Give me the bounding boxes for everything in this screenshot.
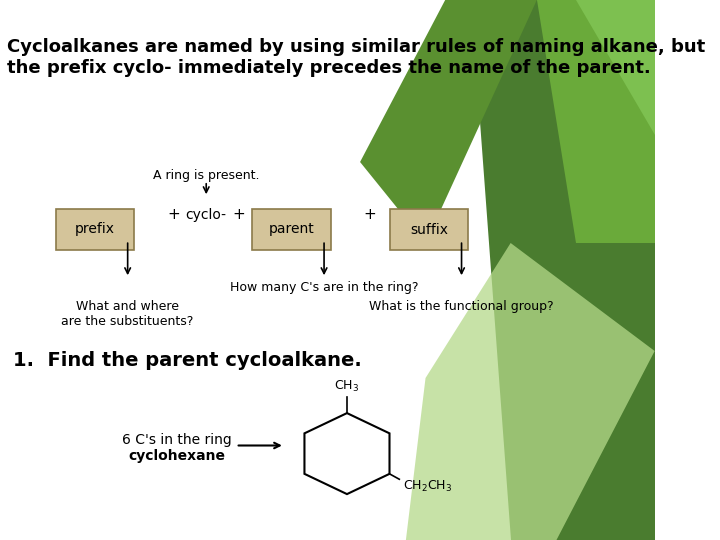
Text: +: + (167, 207, 180, 222)
Text: CH$_3$: CH$_3$ (334, 379, 359, 394)
Polygon shape (360, 0, 537, 243)
Text: +: + (364, 207, 377, 222)
Text: cyclohexane: cyclohexane (128, 449, 225, 463)
Text: What and where
are the substituents?: What and where are the substituents? (61, 300, 194, 328)
Text: prefix: prefix (75, 222, 115, 237)
Text: 1.  Find the parent cycloalkane.: 1. Find the parent cycloalkane. (13, 351, 362, 370)
Text: cyclo-: cyclo- (186, 208, 227, 222)
Polygon shape (537, 0, 654, 243)
FancyBboxPatch shape (252, 210, 330, 249)
FancyBboxPatch shape (55, 210, 134, 249)
Polygon shape (305, 413, 390, 494)
Text: Cycloalkanes are named by using similar rules of naming alkane, but the prefix c: Cycloalkanes are named by using similar … (6, 38, 705, 77)
Text: parent: parent (269, 222, 314, 237)
Polygon shape (406, 243, 654, 540)
Polygon shape (576, 0, 654, 135)
Polygon shape (472, 0, 654, 540)
Text: 6 C's in the ring: 6 C's in the ring (122, 433, 232, 447)
Text: What is the functional group?: What is the functional group? (369, 300, 554, 313)
Text: CH$_2$CH$_3$: CH$_2$CH$_3$ (402, 480, 452, 494)
Text: suffix: suffix (410, 222, 448, 237)
Text: +: + (233, 207, 246, 222)
FancyBboxPatch shape (390, 210, 468, 249)
Text: A ring is present.: A ring is present. (153, 169, 259, 182)
Text: How many C's are in the ring?: How many C's are in the ring? (230, 281, 418, 294)
